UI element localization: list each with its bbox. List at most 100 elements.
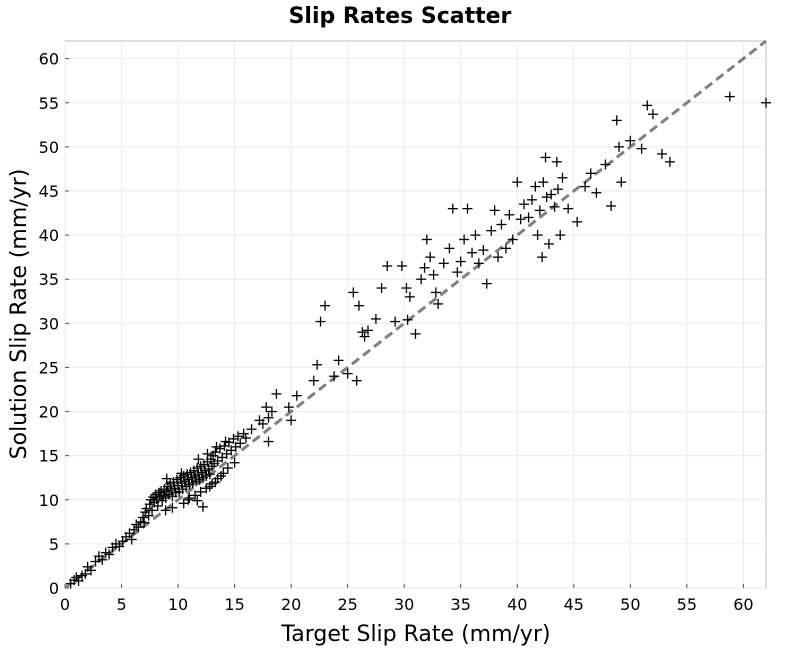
data-point bbox=[396, 260, 407, 271]
grid-lines bbox=[64, 41, 766, 589]
data-point bbox=[540, 152, 551, 163]
y-tick-label: 0 bbox=[49, 579, 59, 598]
data-point bbox=[152, 500, 163, 511]
data-point bbox=[421, 234, 432, 245]
data-point bbox=[160, 505, 171, 516]
data-point bbox=[202, 448, 213, 459]
data-point bbox=[425, 252, 436, 263]
data-point bbox=[455, 256, 466, 267]
data-point bbox=[261, 402, 272, 413]
data-point bbox=[530, 181, 541, 192]
data-point bbox=[161, 473, 172, 484]
data-point bbox=[126, 534, 137, 545]
data-point bbox=[204, 469, 215, 480]
data-point bbox=[656, 148, 667, 159]
data-point bbox=[761, 97, 771, 108]
data-point bbox=[470, 230, 481, 241]
data-point bbox=[90, 556, 101, 567]
identity-reference-line bbox=[64, 39, 767, 590]
y-tick-label: 45 bbox=[39, 182, 59, 201]
data-point bbox=[139, 517, 150, 528]
data-point bbox=[210, 477, 221, 488]
data-points bbox=[65, 91, 771, 589]
data-point bbox=[161, 486, 172, 497]
data-point bbox=[286, 415, 297, 426]
data-point bbox=[80, 568, 91, 579]
data-point bbox=[228, 433, 239, 444]
data-point bbox=[546, 189, 557, 200]
data-point bbox=[315, 316, 326, 327]
data-point bbox=[504, 209, 515, 220]
data-point bbox=[312, 359, 323, 370]
data-point bbox=[133, 522, 144, 533]
data-point bbox=[541, 192, 552, 203]
data-point bbox=[478, 245, 489, 256]
data-point bbox=[664, 156, 675, 167]
x-tick-label: 55 bbox=[677, 595, 697, 614]
y-tick-label: 15 bbox=[39, 447, 59, 466]
data-point bbox=[537, 252, 548, 263]
data-point bbox=[218, 468, 229, 479]
data-point bbox=[489, 205, 500, 216]
data-point bbox=[192, 495, 203, 506]
data-point bbox=[647, 109, 658, 120]
data-point bbox=[526, 194, 537, 205]
data-point bbox=[555, 230, 566, 241]
data-point bbox=[433, 298, 444, 309]
y-axis-label: Solution Slip Rate (mm/yr) bbox=[7, 169, 32, 460]
data-point bbox=[376, 283, 387, 294]
data-point bbox=[266, 406, 277, 417]
data-point bbox=[438, 258, 449, 269]
data-point bbox=[534, 205, 545, 216]
data-point bbox=[143, 510, 154, 521]
data-point bbox=[614, 141, 625, 152]
data-point bbox=[348, 287, 359, 298]
data-point bbox=[428, 269, 439, 280]
data-point bbox=[195, 486, 206, 497]
data-point bbox=[600, 159, 611, 170]
data-point bbox=[519, 199, 530, 210]
x-tick-label: 25 bbox=[337, 595, 357, 614]
data-point bbox=[452, 267, 463, 278]
data-point bbox=[183, 494, 194, 505]
x-tick-label: 35 bbox=[451, 595, 471, 614]
data-point bbox=[467, 247, 478, 258]
y-tick-label: 25 bbox=[39, 358, 59, 377]
data-point bbox=[370, 313, 381, 324]
data-point bbox=[211, 441, 222, 452]
y-tick-label: 55 bbox=[39, 94, 59, 113]
data-point bbox=[481, 278, 492, 289]
data-point bbox=[585, 168, 596, 179]
data-point bbox=[190, 490, 201, 501]
data-point bbox=[97, 554, 108, 565]
data-point bbox=[240, 433, 251, 444]
data-point bbox=[580, 181, 591, 192]
data-point bbox=[419, 262, 430, 273]
x-tick-label: 5 bbox=[116, 595, 126, 614]
data-point bbox=[176, 468, 187, 479]
data-point bbox=[235, 438, 246, 449]
x-tick-label: 0 bbox=[60, 595, 70, 614]
y-tick-label: 20 bbox=[39, 403, 59, 422]
data-point bbox=[523, 212, 534, 223]
data-point bbox=[563, 203, 574, 214]
data-point bbox=[263, 412, 274, 423]
data-point bbox=[557, 172, 568, 183]
x-tick-label: 10 bbox=[168, 595, 188, 614]
chart-title: Slip Rates Scatter bbox=[289, 4, 512, 29]
data-point bbox=[193, 454, 204, 465]
data-point bbox=[611, 115, 622, 126]
data-point bbox=[402, 314, 413, 325]
data-point bbox=[401, 283, 412, 294]
data-point bbox=[359, 331, 370, 342]
y-tick-label: 35 bbox=[39, 270, 59, 289]
data-point bbox=[486, 225, 497, 236]
data-point bbox=[512, 177, 523, 188]
data-point bbox=[138, 512, 149, 523]
data-point bbox=[416, 274, 427, 285]
data-point bbox=[263, 436, 274, 447]
x-tick-label: 20 bbox=[281, 595, 301, 614]
x-axis-label: Target Slip Rate (mm/yr) bbox=[280, 622, 550, 647]
data-point bbox=[642, 100, 653, 111]
